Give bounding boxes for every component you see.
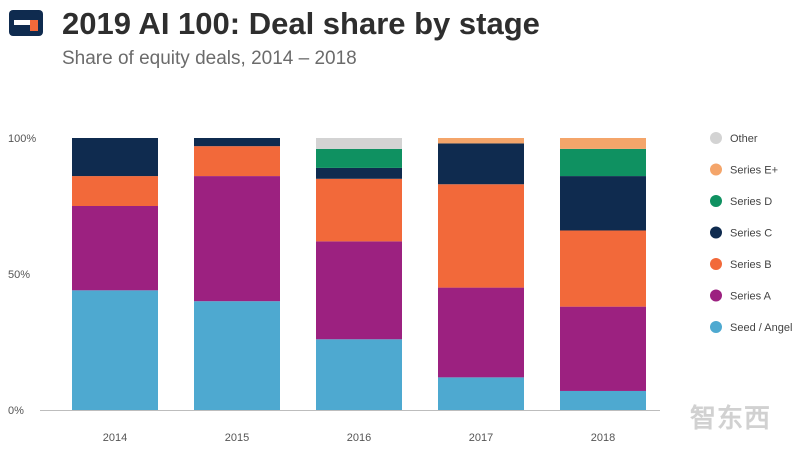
y-tick-label: 0% [8, 405, 24, 417]
legend-label: Other [730, 133, 758, 145]
x-tick-label: 2018 [591, 432, 615, 444]
bar-segment-series-b-2015 [194, 146, 280, 177]
bar-segment-seed-angel-2014 [72, 290, 158, 410]
bar-segment-series-c-2015 [194, 138, 280, 147]
legend-label: Seed / Angel [730, 322, 792, 334]
bar-segment-series-b-2017 [438, 184, 524, 288]
legend-swatch-series-d [710, 195, 722, 207]
legend-swatch-seed-angel [710, 321, 722, 333]
bar-segment-seed-angel-2018 [560, 390, 646, 410]
y-tick-label: 50% [8, 269, 30, 281]
page-title: 2019 AI 100: Deal share by stage [62, 6, 540, 41]
bar-segment-seed-angel-2017 [438, 377, 524, 410]
legend-label: Series C [730, 228, 772, 240]
bar-segment-series-a-2018 [560, 306, 646, 391]
bar-segment-seed-angel-2016 [316, 339, 402, 410]
legend-swatch-series-a [710, 289, 722, 302]
bar-segment-series-b-2018 [560, 230, 646, 307]
y-tick-label: 100% [8, 133, 36, 145]
bar-segment-series-a-2016 [316, 241, 402, 340]
bar-segment-series-a-2015 [194, 176, 280, 302]
bar-segment-series-e--2018 [560, 138, 646, 149]
bar-segment-series-d-2018 [560, 148, 646, 177]
x-tick-label: 2015 [225, 432, 249, 444]
bar-segment-series-a-2014 [72, 206, 158, 291]
bar-segment-other-2016 [316, 138, 402, 149]
bar-segment-series-c-2018 [560, 176, 646, 231]
logo-accent-square [30, 20, 38, 31]
legend-label: Series E+ [730, 165, 778, 177]
bar-segment-series-c-2016 [316, 167, 402, 179]
logo-white-bar [14, 20, 38, 25]
legend-label: Series D [730, 196, 772, 208]
bar-segment-series-c-2017 [438, 143, 524, 185]
legend-label: Series B [730, 259, 772, 271]
x-tick-label: 2014 [103, 432, 127, 444]
bar-segment-series-c-2014 [72, 138, 158, 177]
x-tick-label: 2016 [347, 432, 371, 444]
company-logo [9, 10, 43, 36]
legend-swatch-series-e- [710, 163, 722, 176]
bar-segment-series-d-2016 [316, 148, 402, 168]
bar-segment-series-e--2017 [438, 138, 524, 144]
legend-label: Series A [730, 291, 772, 303]
bar-segment-series-b-2016 [316, 178, 402, 242]
x-tick-label: 2017 [469, 432, 493, 444]
page-subtitle: Share of equity deals, 2014 – 2018 [62, 48, 357, 69]
legend-swatch-series-c [710, 226, 722, 239]
watermark-logo: 智东西 [690, 404, 772, 434]
bar-segment-seed-angel-2015 [194, 301, 280, 410]
legend-swatch-other [710, 132, 722, 144]
bar-segment-series-b-2014 [72, 176, 158, 206]
bar-segment-series-a-2017 [438, 287, 524, 378]
legend-swatch-series-b [710, 258, 722, 270]
